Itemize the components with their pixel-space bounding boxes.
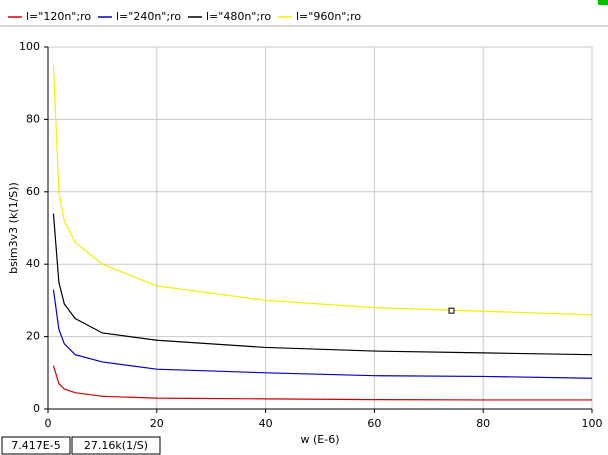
y-axis-label: bsim3v3 (k(1/S)): [7, 182, 20, 274]
x-tick-label: 80: [476, 417, 490, 430]
y-tick-label: 60: [26, 185, 40, 198]
y-tick-label: 100: [19, 40, 40, 53]
legend-label: l="480n";ro: [206, 10, 271, 23]
legend-label: l="240n";ro: [116, 10, 181, 23]
status-box: [1, 436, 71, 455]
legend-label: l="960n";ro: [296, 10, 361, 23]
series-line: [52, 365, 592, 401]
corner-indicator: [598, 0, 608, 5]
x-tick-label: 40: [259, 417, 273, 430]
y-tick-label: 0: [33, 402, 40, 415]
x-tick-label: 100: [582, 417, 603, 430]
x-tick-label: 20: [150, 417, 164, 430]
x-axis-label: w (E-6): [301, 433, 340, 446]
series-line: [52, 65, 593, 316]
series-line: [52, 289, 593, 379]
cursor-marker: [448, 307, 455, 314]
status-box: [71, 436, 161, 455]
x-tick-label: 60: [367, 417, 381, 430]
series-line: [52, 213, 593, 356]
x-tick-label: 0: [45, 417, 52, 430]
y-tick-label: 20: [26, 330, 40, 343]
status-y: 27.16k(1/S): [84, 439, 148, 452]
y-tick-label: 80: [26, 112, 40, 125]
legend-label: l="120n";ro: [26, 10, 91, 23]
y-tick-label: 40: [26, 257, 40, 270]
status-x: 7.417E-5: [11, 439, 60, 452]
